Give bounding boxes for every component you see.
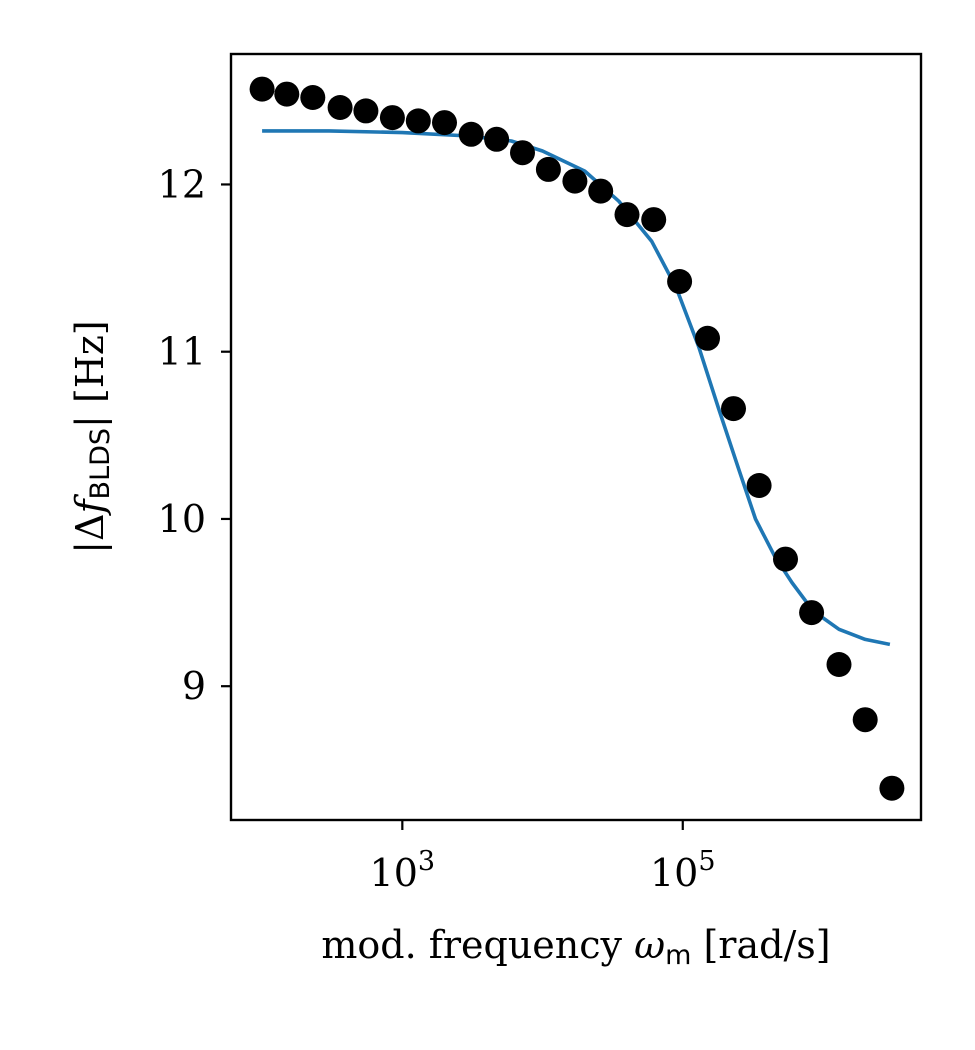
plot-frame	[229, 52, 923, 822]
x-axis-label: mod. frequency ωm [rad/s]	[321, 923, 830, 971]
data-point	[327, 95, 353, 120]
data-point	[667, 269, 693, 294]
data-point	[614, 202, 640, 228]
data-point	[510, 140, 535, 166]
y-axis-ticks: 9 10 11 12	[158, 162, 231, 708]
data-point	[799, 600, 825, 626]
x-tick-label: 105	[650, 846, 716, 895]
data-point	[588, 178, 614, 204]
y-tick-label: 12	[158, 162, 206, 206]
data-point	[405, 108, 431, 134]
data-point	[484, 126, 510, 152]
y-tick-label: 10	[158, 497, 206, 541]
data-point	[773, 546, 798, 572]
y-tick-label: 9	[182, 664, 206, 708]
data-point	[249, 76, 275, 102]
plot-area	[249, 76, 905, 801]
data-point	[852, 707, 878, 733]
data-point	[458, 121, 484, 147]
y-axis-label: |ΔfBLDS| [Hz]	[68, 320, 116, 554]
data-point	[879, 775, 905, 801]
data-point	[274, 81, 300, 107]
data-point	[379, 105, 405, 131]
y-tick-label: 11	[158, 330, 206, 374]
data-point	[562, 168, 588, 194]
data-point	[721, 396, 746, 422]
data-point	[432, 110, 457, 136]
data-point	[300, 85, 326, 110]
data-point	[746, 473, 772, 498]
data-point	[535, 156, 561, 182]
data-point	[695, 325, 720, 351]
data-point	[353, 98, 379, 124]
x-axis-ticks: 103 105	[370, 820, 716, 895]
data-point	[641, 207, 667, 233]
data-point	[826, 652, 852, 677]
x-tick-label: 103	[370, 846, 436, 895]
